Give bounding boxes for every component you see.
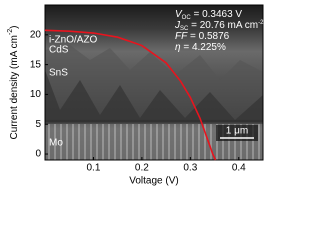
annotation-symbol: FF [175, 31, 188, 42]
data-line [44, 29, 217, 161]
layer-label: Mo [49, 138, 63, 149]
y-axis-label-close: ) [9, 25, 20, 28]
y-tick-label: 20 [30, 29, 42, 40]
y-axis-label-text: Current density (mA cm [9, 35, 20, 139]
scale-bar-box [216, 125, 258, 141]
layer-label: CdS [49, 45, 69, 56]
sem-grains [45, 70, 263, 122]
annotation-symbol: J [174, 20, 181, 31]
plot-frame [44, 4, 264, 161]
annotation: JSC = 20.76 mA cm-2 [174, 20, 264, 32]
annotation-superscript: -2 [258, 20, 264, 26]
annotation-subscript: OC [182, 15, 192, 21]
scale-bar-label: 1 μm [226, 126, 248, 137]
annotation-symbol: η [175, 42, 181, 53]
x-tick-label: 0.3 [183, 163, 197, 174]
annotation-text: = 0.3463 V [191, 9, 243, 20]
layer-label: i-ZnO/AZO [49, 35, 98, 46]
y-tick-label: 15 [30, 59, 42, 70]
x-tick-label: 0.1 [86, 163, 100, 174]
x-axis-label: Voltage (V) [129, 176, 178, 187]
annotation-symbol: V [175, 9, 183, 20]
annotation: η = 4.225% [175, 42, 226, 53]
y-axis-label: Current density (mA cm-2) [7, 25, 20, 139]
y-tick-label: 0 [35, 149, 41, 160]
annotation: FF = 0.5876 [175, 31, 230, 42]
layer-label: SnS [49, 68, 68, 79]
y-tick-label: 10 [30, 89, 42, 100]
y-tick-label: 5 [35, 119, 41, 130]
x-tick-label: 0.4 [232, 163, 246, 174]
annotation: VOC = 0.3463 V [175, 9, 242, 21]
annotation-text: = 4.225% [181, 42, 226, 53]
annotation-text: = 0.5876 [187, 31, 229, 42]
annotation-subscript: SC [180, 26, 189, 32]
y-axis-label-sup: -2 [7, 29, 14, 35]
annotation-text: = 20.76 mA cm [188, 20, 258, 31]
x-tick-label: 0.2 [135, 163, 149, 174]
